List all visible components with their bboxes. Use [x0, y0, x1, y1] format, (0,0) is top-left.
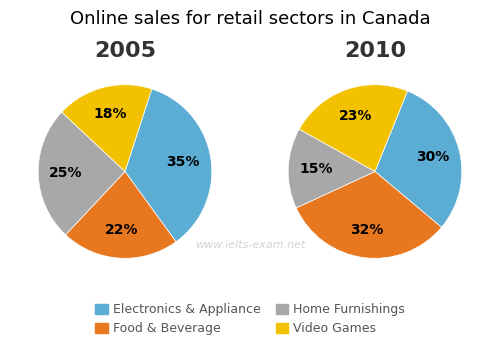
- Wedge shape: [288, 129, 375, 208]
- Text: 30%: 30%: [416, 150, 449, 164]
- Wedge shape: [296, 172, 442, 258]
- Text: 18%: 18%: [94, 107, 127, 121]
- Text: 23%: 23%: [338, 109, 372, 123]
- Wedge shape: [38, 112, 125, 235]
- Wedge shape: [375, 91, 462, 227]
- Wedge shape: [125, 89, 212, 242]
- Wedge shape: [62, 85, 152, 172]
- Text: www.ielts-exam.net: www.ielts-exam.net: [195, 240, 305, 250]
- Text: 35%: 35%: [166, 155, 200, 169]
- Legend: Electronics & Appliance, Food & Beverage, Home Furnishings, Video Games: Electronics & Appliance, Food & Beverage…: [90, 298, 410, 340]
- Text: 25%: 25%: [50, 166, 83, 180]
- Text: 22%: 22%: [104, 223, 138, 237]
- Title: 2010: 2010: [344, 41, 406, 62]
- Wedge shape: [299, 85, 408, 172]
- Text: 15%: 15%: [300, 162, 333, 176]
- Wedge shape: [66, 172, 176, 258]
- Text: Online sales for retail sectors in Canada: Online sales for retail sectors in Canad…: [70, 10, 430, 28]
- Title: 2005: 2005: [94, 41, 156, 62]
- Text: 32%: 32%: [350, 223, 384, 237]
